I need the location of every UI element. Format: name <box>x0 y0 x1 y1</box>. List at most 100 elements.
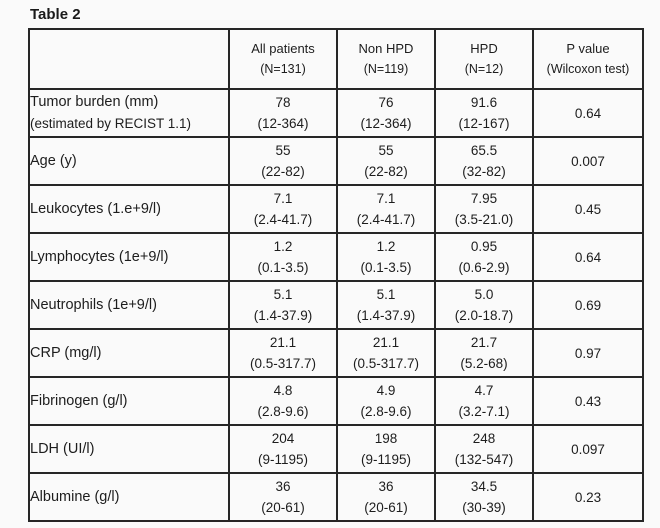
range-value: (12-167) <box>458 116 510 131</box>
median-value: 4.7 <box>474 383 494 398</box>
p-value: 0.45 <box>532 184 644 234</box>
median-value: 1.2 <box>273 239 293 254</box>
cell-hpd: 248 (132-547) <box>434 424 534 474</box>
row-label: LDH (UI/l) <box>30 441 95 457</box>
range-value: (30-39) <box>462 500 506 515</box>
range-value: (32-82) <box>462 164 506 179</box>
cell-non-hpd: 7.1 (2.4-41.7) <box>336 184 436 234</box>
row-label: Age (y) <box>30 153 77 169</box>
cell-all-patients: 7.1 (2.4-41.7) <box>228 184 338 234</box>
cell-all-patients: 21.1 (0.5-317.7) <box>228 328 338 378</box>
cell-all-patients: 4.8 (2.8-9.6) <box>228 376 338 426</box>
row-sublabel: (estimated by RECIST 1.1) <box>30 116 192 131</box>
range-value: (12-364) <box>360 116 412 131</box>
median-value: 1.2 <box>376 239 396 254</box>
cell-non-hpd: 55 (22-82) <box>336 136 436 186</box>
range-value: (0.5-317.7) <box>249 356 317 371</box>
table-row-lymphocytes: Lymphocytes (1e+9/l) 1.2 (0.1-3.5) 1.2 (… <box>28 232 644 282</box>
cell-non-hpd: 36 (20-61) <box>336 472 436 522</box>
cell-hpd: 91.6 (12-167) <box>434 88 534 138</box>
cell-non-hpd: 21.1 (0.5-317.7) <box>336 328 436 378</box>
median-value: 55 <box>378 143 394 158</box>
table-row-leukocytes: Leukocytes (1.e+9/l) 7.1 (2.4-41.7) 7.1 … <box>28 184 644 234</box>
median-value: 36 <box>378 479 394 494</box>
median-value: 4.9 <box>376 383 396 398</box>
table-row-albumine: Albumine (g/l) 36 (20-61) 36 (20-61) 34.… <box>28 472 644 522</box>
median-value: 91.6 <box>470 95 498 110</box>
table-row-age: Age (y) 55 (22-82) 55 (22-82) 65.5 (32-8… <box>28 136 644 186</box>
median-value: 34.5 <box>470 479 498 494</box>
range-value: (5.2-68) <box>460 356 508 371</box>
range-value: (2.4-41.7) <box>253 212 313 227</box>
cell-all-patients: 204 (9-1195) <box>228 424 338 474</box>
col-header-p-value: P value (Wilcoxon test) <box>532 28 644 90</box>
header-row: All patients (N=131) Non HPD (N=119) HPD… <box>28 28 644 90</box>
col-header-line1: P value <box>566 41 610 56</box>
range-value: (0.5-317.7) <box>352 356 420 371</box>
statistics-table: All patients (N=131) Non HPD (N=119) HPD… <box>28 28 644 522</box>
cell-all-patients: 1.2 (0.1-3.5) <box>228 232 338 282</box>
median-value: 198 <box>374 431 398 446</box>
range-value: (9-1195) <box>360 452 412 467</box>
header-corner-empty <box>28 28 230 90</box>
col-header-non-hpd: Non HPD (N=119) <box>336 28 436 90</box>
median-value: 4.8 <box>273 383 293 398</box>
row-label: Albumine (g/l) <box>30 489 120 505</box>
cell-hpd: 34.5 (30-39) <box>434 472 534 522</box>
cell-all-patients: 36 (20-61) <box>228 472 338 522</box>
median-value: 7.1 <box>376 191 396 206</box>
row-label: Lymphocytes (1e+9/l) <box>30 249 169 265</box>
table-row-neutrophils: Neutrophils (1e+9/l) 5.1 (1.4-37.9) 5.1 … <box>28 280 644 330</box>
range-value: (2.8-9.6) <box>360 404 412 419</box>
median-value: 204 <box>271 431 295 446</box>
col-header-line2: (N=12) <box>464 62 504 76</box>
table-row-fibrinogen: Fibrinogen (g/l) 4.8 (2.8-9.6) 4.9 (2.8-… <box>28 376 644 426</box>
cell-non-hpd: 76 (12-364) <box>336 88 436 138</box>
range-value: (0.6-2.9) <box>458 260 510 275</box>
median-value: 76 <box>378 95 394 110</box>
median-value: 55 <box>275 143 291 158</box>
range-value: (20-61) <box>261 500 305 515</box>
row-label: Tumor burden (mm) <box>30 94 159 110</box>
cell-non-hpd: 198 (9-1195) <box>336 424 436 474</box>
cell-non-hpd: 5.1 (1.4-37.9) <box>336 280 436 330</box>
range-value: (12-364) <box>257 116 309 131</box>
median-value: 21.1 <box>372 335 400 350</box>
range-value: (1.4-37.9) <box>253 308 313 323</box>
median-value: 0.95 <box>470 239 498 254</box>
cell-non-hpd: 4.9 (2.8-9.6) <box>336 376 436 426</box>
cell-hpd: 0.95 (0.6-2.9) <box>434 232 534 282</box>
row-label-cell: Albumine (g/l) <box>28 472 230 522</box>
row-label: Fibrinogen (g/l) <box>30 393 128 409</box>
col-header-all-patients: All patients (N=131) <box>228 28 338 90</box>
range-value: (22-82) <box>364 164 408 179</box>
col-header-line2: (N=131) <box>260 62 306 76</box>
range-value: (2.8-9.6) <box>257 404 309 419</box>
range-value: (132-547) <box>454 452 514 467</box>
row-label: Leukocytes (1.e+9/l) <box>30 201 161 217</box>
median-value: 5.1 <box>376 287 396 302</box>
median-value: 65.5 <box>470 143 498 158</box>
range-value: (0.1-3.5) <box>257 260 309 275</box>
median-value: 36 <box>275 479 291 494</box>
table-title: Table 2 <box>30 6 81 23</box>
median-value: 21.7 <box>470 335 498 350</box>
col-header-line1: HPD <box>470 41 498 56</box>
range-value: (2.4-41.7) <box>356 212 416 227</box>
row-label-cell: Age (y) <box>28 136 230 186</box>
range-value: (3.5-21.0) <box>454 212 514 227</box>
row-label-cell: Lymphocytes (1e+9/l) <box>28 232 230 282</box>
p-value: 0.64 <box>532 232 644 282</box>
median-value: 5.0 <box>474 287 494 302</box>
p-value: 0.43 <box>532 376 644 426</box>
cell-hpd: 4.7 (3.2-7.1) <box>434 376 534 426</box>
range-value: (22-82) <box>261 164 305 179</box>
range-value: (9-1195) <box>257 452 309 467</box>
range-value: (0.1-3.5) <box>360 260 412 275</box>
row-label-cell: CRP (mg/l) <box>28 328 230 378</box>
row-label-cell: Neutrophils (1e+9/l) <box>28 280 230 330</box>
median-value: 7.95 <box>470 191 498 206</box>
range-value: (20-61) <box>364 500 408 515</box>
col-header-line2: (N=119) <box>363 62 409 76</box>
